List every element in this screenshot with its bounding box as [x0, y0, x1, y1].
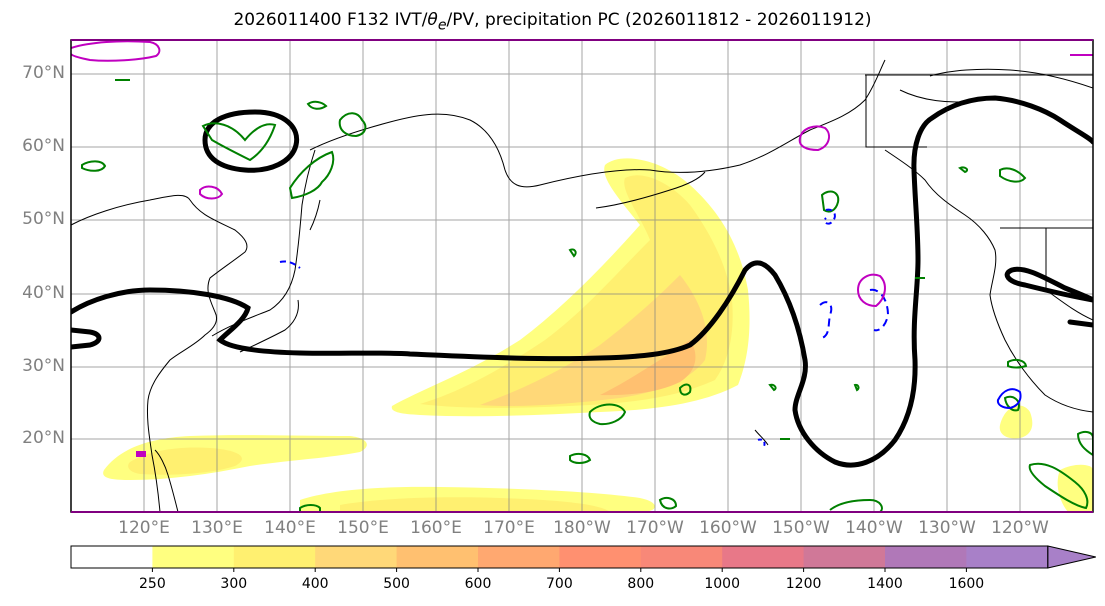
pv-negative-contours: [279, 208, 1022, 447]
coastlines: [71, 59, 1093, 512]
lon-label: 150°W: [772, 518, 830, 538]
colorbar-segment: [885, 546, 967, 568]
colorbar-tick-label: 800: [627, 576, 655, 592]
colorbar-tick-label: 1600: [948, 576, 985, 592]
colorbar-segment: [966, 546, 1049, 568]
colorbar-segment: [559, 546, 642, 568]
colorbar-tick-label: 600: [464, 576, 492, 592]
colorbar-segment: [722, 546, 805, 568]
lon-label: 130°W: [918, 518, 976, 538]
colorbar-tick-label: 1400: [867, 576, 903, 592]
lon-label: 170°W: [626, 518, 684, 538]
colorbar-segment: [315, 546, 398, 568]
colorbar-segment: [233, 546, 316, 568]
colorbar-tick-label: 1200: [785, 576, 822, 592]
lat-label: 40°N: [22, 283, 65, 303]
map-title: 2026011400 F132 IVT/θe/PV, precipitation…: [233, 10, 872, 34]
colorbar-tick-label: 1000: [704, 576, 740, 592]
lon-label: 160°W: [699, 518, 757, 538]
ivt-contours: [71, 95, 1093, 468]
theta-marker: [136, 451, 146, 457]
lon-label: 140°E: [264, 518, 316, 538]
colorbar-segment: [71, 546, 153, 568]
colorbar-segment: [478, 546, 560, 568]
theta-contours: [71, 40, 1093, 308]
lat-label: 60°N: [22, 136, 65, 156]
lon-label: 120°W: [991, 518, 1049, 538]
colorbar-segment: [640, 546, 723, 568]
lon-label: 130°E: [191, 518, 243, 538]
lon-label: 170°E: [483, 518, 535, 538]
colorbar-tick-label: 700: [546, 576, 573, 592]
lon-label: 150°E: [337, 518, 389, 538]
lon-label: 120°E: [118, 518, 170, 538]
colorbar: [70, 545, 1096, 572]
colorbar-extend-arrow: [1047, 545, 1096, 569]
colorbar-tick-label: 250: [139, 576, 166, 592]
colorbar-segment: [396, 546, 479, 568]
lon-label: 140°W: [845, 518, 903, 538]
lon-label: 160°E: [410, 518, 462, 538]
colorbar-tick-label: 400: [301, 576, 329, 592]
pv-positive-contours: [81, 79, 1093, 512]
colorbar-tick-label: 300: [220, 576, 248, 592]
colorbar-tick-label: 500: [383, 576, 410, 592]
lon-label: 180°W: [553, 518, 611, 538]
colorbar-segment: [152, 546, 235, 568]
lat-label: 30°N: [22, 356, 65, 376]
colorbar-segment: [803, 546, 886, 568]
gridlines: [71, 40, 1093, 512]
lat-label: 20°N: [22, 428, 65, 448]
lat-label: 50°N: [22, 209, 65, 229]
lat-label: 70°N: [22, 63, 65, 83]
